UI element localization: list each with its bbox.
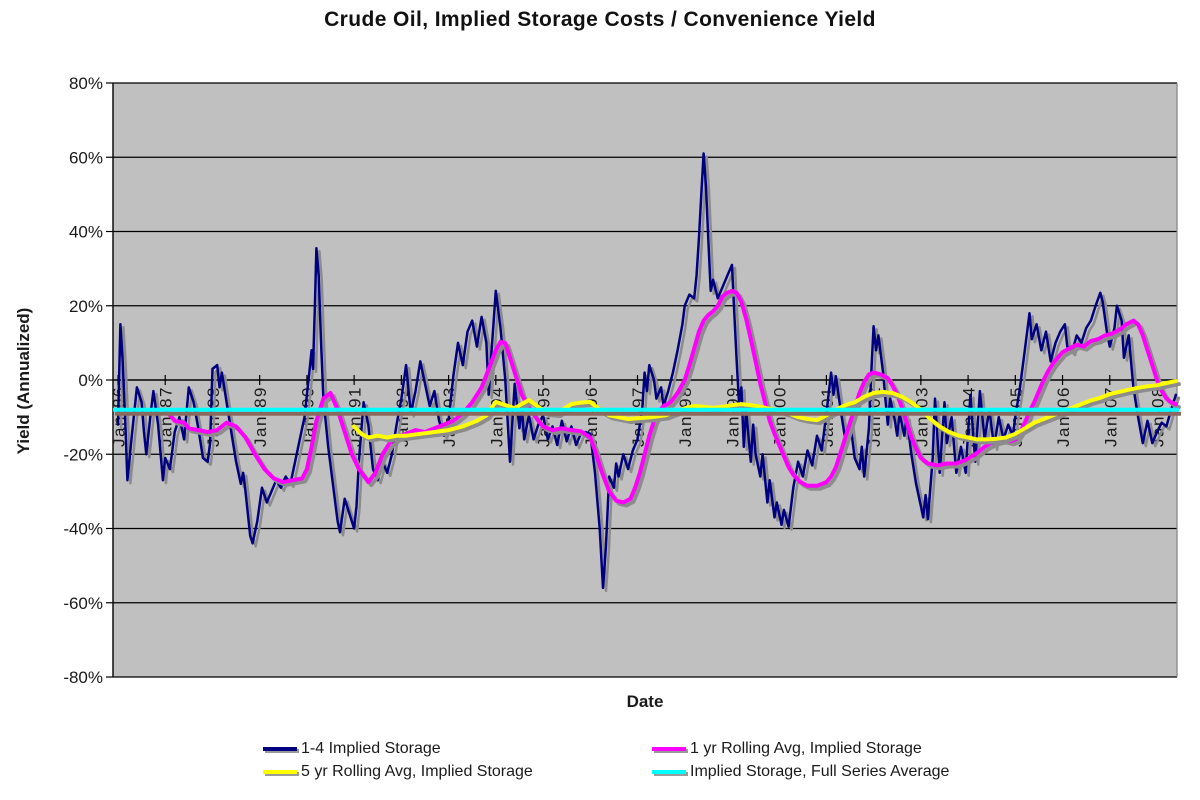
legend-item: 1 yr Rolling Avg, Implied Storage	[652, 738, 949, 759]
legend-label: Implied Storage, Full Series Average	[690, 762, 950, 780]
y-tick-label: 0%	[78, 371, 103, 390]
x-tick-label: Jan-98	[676, 386, 695, 447]
legend-label: 1-4 Implied Storage	[301, 739, 441, 757]
y-tick-label: 60%	[69, 148, 103, 167]
legend: 1-4 Implied Storage 1 yr Rolling Avg, Im…	[263, 738, 949, 782]
yellow-line-swatch-icon	[263, 769, 297, 774]
x-tick-label: Jan-03	[912, 386, 931, 447]
y-tick-label: -60%	[63, 594, 103, 613]
magenta-line-swatch-icon	[652, 746, 686, 751]
navy-line-swatch-icon	[263, 746, 297, 751]
legend-item: 1-4 Implied Storage	[263, 738, 652, 759]
x-tick-label: Jan-94	[487, 386, 506, 447]
series-line-1-4-implied-storage	[116, 152, 1178, 590]
y-tick-label: -80%	[63, 668, 103, 687]
y-tick-label: 20%	[69, 297, 103, 316]
legend-item: 5 yr Rolling Avg, Implied Storage	[263, 761, 652, 782]
x-axis-title: Date	[626, 692, 664, 711]
y-tick-label: -20%	[63, 445, 103, 464]
chart-title: Crude Oil, Implied Storage Costs / Conve…	[324, 8, 876, 31]
legend-label: 5 yr Rolling Avg, Implied Storage	[301, 762, 533, 780]
cyan-line-swatch-icon	[652, 769, 686, 774]
y-tick-label: 80%	[69, 74, 103, 93]
y-tick-label: -40%	[63, 520, 103, 539]
legend-label: 1 yr Rolling Avg, Implied Storage	[690, 739, 922, 757]
legend-item: Implied Storage, Full Series Average	[652, 761, 949, 782]
y-tick-label: 40%	[69, 223, 103, 242]
x-tick-label: Jan-89	[251, 386, 270, 447]
